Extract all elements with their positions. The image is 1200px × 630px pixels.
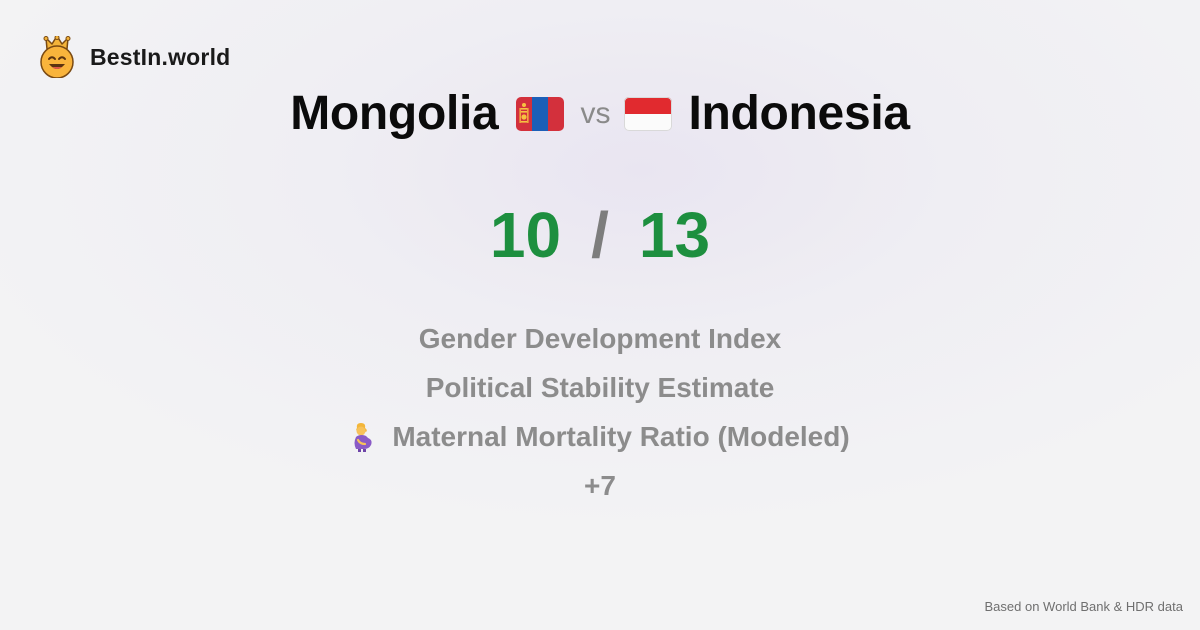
pregnant-woman-icon: [350, 422, 376, 452]
metric-label: Gender Development Index: [418, 322, 782, 354]
metric-item[interactable]: Political Stability Estimate: [426, 363, 775, 412]
metric-item[interactable]: Maternal Mortality Ratio (Modeled): [350, 412, 850, 461]
metrics-list: Gender Development Index Political Stabi…: [0, 314, 1200, 510]
metric-label: Political Stability Estimate: [425, 371, 775, 403]
data-source-note: Based on World Bank & HDR data: [984, 599, 1183, 614]
metric-label: Maternal Mortality Ratio (Modeled): [392, 420, 850, 452]
vs-separator: vs: [580, 96, 611, 130]
comparison-title: Mongolia vs: [0, 86, 1200, 141]
country-right-name[interactable]: Indonesia: [688, 87, 910, 140]
metric-item[interactable]: Gender Development Index: [419, 314, 782, 363]
score-left: 10: [489, 199, 562, 271]
brand[interactable]: BestIn.world: [38, 36, 230, 78]
mongolia-flag-icon: [516, 96, 565, 131]
score-row: 10 / 13: [0, 198, 1200, 272]
country-left-name[interactable]: Mongolia: [290, 87, 499, 140]
brand-name: BestIn.world: [90, 43, 231, 70]
score-separator: /: [591, 199, 609, 271]
crowned-smiley-icon: [40, 36, 74, 78]
indonesia-flag-icon: [624, 96, 673, 131]
score-right: 13: [638, 199, 711, 271]
more-metrics-count[interactable]: +7: [584, 469, 616, 501]
